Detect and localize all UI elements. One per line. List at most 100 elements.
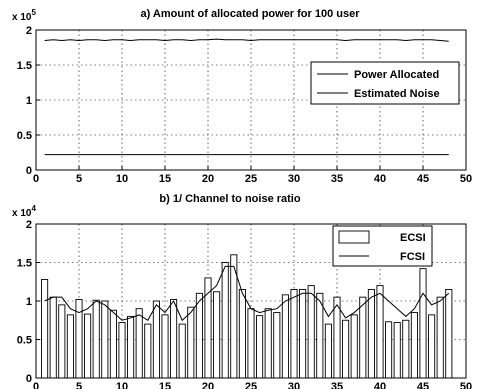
ecsi-bar [333,296,341,379]
ecsi-bar [410,312,418,379]
y-tick-label: 1.5 [17,60,32,72]
ecsi-bar [359,296,367,379]
ecsi-bar [256,315,264,379]
panel-a-ticks: 0 5 10 15 20 25 30 35 40 45 50 0 0.5 1 1.5 2 [17,25,472,185]
ecsi-bar [144,323,152,379]
ecsi-bar [273,312,281,379]
panel-a-y-multiplier: x 105 [12,8,36,23]
ecsi-bar [428,314,436,379]
panel-b-ecsi-bars [41,254,453,379]
y-tick-label: 1 [26,95,32,107]
ecsi-bar [376,285,384,379]
panel-a-grid [36,30,466,170]
panel-b-title: b) 1/ Channel to noise ratio [159,193,300,205]
ecsi-bar [66,314,74,379]
x-tick-label: 40 [374,173,386,185]
panel-a-legend: Power Allocated Estimated Noise [310,61,460,105]
ecsi-bar [238,289,246,379]
x-tick-label: 30 [288,173,300,185]
ecsi-bar [187,306,195,379]
y-tick-label: 1.5 [17,258,32,270]
ecsi-bar [101,300,109,379]
ecsi-bar [127,315,135,379]
y-tick-label: 0.5 [17,335,32,347]
ecsi-bar [342,319,350,379]
x-tick-label: 15 [159,381,171,389]
x-tick-label: 40 [374,381,386,389]
panel-b-channel-noise-ratio: b) 1/ Channel to noise ratio x 104 0 5 10 1… [12,193,472,389]
ecsi-bar [419,268,427,379]
ecsi-bar [299,289,307,379]
ecsi-bar [402,319,410,379]
x-tick-label: 5 [76,173,82,185]
ecsi-bar [436,296,444,379]
ecsi-bar [84,313,92,379]
legend-fcsi-label: FCSI [400,251,425,263]
ecsi-bar [49,296,57,379]
ecsi-bar [221,262,229,379]
x-tick-label: 35 [331,173,343,185]
legend-ecsi-label: ECSI [400,232,426,244]
x-tick-label: 0 [33,173,39,185]
x-tick-label: 50 [460,173,472,185]
ecsi-bar [281,294,289,379]
x-tick-label: 20 [202,173,214,185]
panel-a-power-allocation: a) Amount of allocated power for 100 use… [12,8,472,185]
panel-a-series [44,38,449,156]
ecsi-bar [385,321,393,379]
x-tick-label: 25 [245,381,257,389]
ecsi-bar [41,278,49,379]
y-tick-label: 0.5 [17,130,32,142]
ecsi-bar [367,289,375,379]
ecsi-bar [161,314,169,379]
ecsi-bar [109,309,117,379]
y-tick-label: 0 [26,373,32,385]
ecsi-bar [170,299,178,379]
x-tick-label: 35 [331,381,343,389]
ecsi-bar [195,292,203,379]
ecsi-bar [316,292,324,379]
ecsi-bar [324,323,332,379]
x-tick-label: 30 [288,381,300,389]
ecsi-bar [135,308,143,379]
ecsi-bar [350,314,358,379]
y-tick-label: 0 [26,165,32,177]
x-tick-label: 45 [417,173,429,185]
panel-a-legend-box [310,61,460,105]
ecsi-bar [307,285,315,379]
y-tick-label: 2 [26,25,32,37]
y-tick-label: 1 [26,296,32,308]
series-line-power-allocated [44,38,449,42]
ecsi-bar [92,299,100,379]
x-tick-label: 10 [116,173,128,185]
ecsi-bar [213,291,221,379]
panel-a-axes-frame [35,29,467,171]
ecsi-bar [393,322,401,379]
x-tick-label: 0 [33,381,39,389]
ecsi-bar [264,308,272,379]
fcsi-series-line [44,265,450,322]
x-tick-label: 45 [417,381,429,389]
ecsi-bar [152,300,160,379]
x-tick-label: 5 [76,381,82,389]
y-tick-label: 2 [26,219,32,231]
legend-ecsi-swatch [338,230,370,244]
x-tick-label: 10 [116,381,128,389]
ecsi-bar [445,289,453,379]
x-tick-label: 50 [460,381,472,389]
panel-b-fcsi-line [44,265,450,322]
ecsi-bar [247,308,255,379]
panel-b-axes-frame [35,223,467,379]
legend-estimated-noise-label: Estimated Noise [354,88,440,100]
ecsi-bar [118,322,126,379]
panel-a-title: a) Amount of allocated power for 100 use… [140,8,360,20]
ecsi-bar [178,323,186,379]
x-tick-label: 25 [245,173,257,185]
panel-b-y-multiplier: x 104 [12,204,36,219]
legend-power-allocated-label: Power Allocated [354,69,439,81]
ecsi-bar [58,304,66,379]
x-tick-label: 20 [202,381,214,389]
panel-b-legend: ECSI FCSI [332,225,433,267]
x-tick-label: 15 [159,173,171,185]
